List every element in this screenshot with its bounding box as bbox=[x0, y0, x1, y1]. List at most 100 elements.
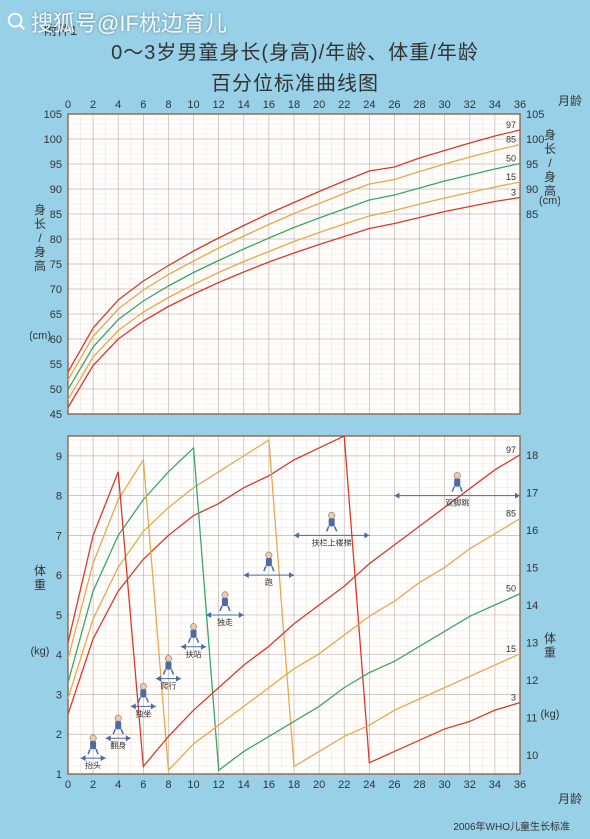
svg-text:17: 17 bbox=[526, 487, 538, 499]
svg-text:26: 26 bbox=[388, 779, 400, 791]
svg-text:90: 90 bbox=[526, 184, 538, 196]
chart-title: 0～3岁男童身长(身高)/年龄、体重/年龄 百分位标准曲线图 bbox=[0, 36, 590, 96]
svg-text:95: 95 bbox=[526, 159, 538, 171]
x-axis-label-bottom: 月龄 bbox=[558, 790, 582, 807]
svg-text:扶站: 扶站 bbox=[186, 649, 202, 659]
svg-text:26: 26 bbox=[388, 99, 400, 111]
svg-text:体重: 体重 bbox=[544, 632, 556, 660]
svg-text:4: 4 bbox=[115, 779, 121, 791]
svg-text:4: 4 bbox=[115, 99, 121, 111]
svg-text:10: 10 bbox=[187, 99, 199, 111]
svg-text:6: 6 bbox=[56, 570, 62, 582]
svg-text:18: 18 bbox=[288, 779, 300, 791]
svg-text:16: 16 bbox=[526, 525, 538, 537]
svg-text:24: 24 bbox=[363, 779, 375, 791]
svg-text:10: 10 bbox=[187, 779, 199, 791]
svg-text:36: 36 bbox=[514, 779, 526, 791]
svg-text:12: 12 bbox=[526, 675, 538, 687]
svg-text:24: 24 bbox=[363, 99, 375, 111]
svg-text:32: 32 bbox=[464, 99, 476, 111]
svg-text:独坐: 独坐 bbox=[135, 708, 151, 718]
svg-text:3: 3 bbox=[511, 693, 516, 703]
svg-text:105: 105 bbox=[44, 109, 62, 121]
svg-text:(cm): (cm) bbox=[30, 330, 51, 342]
svg-text:97: 97 bbox=[506, 120, 516, 130]
svg-text:90: 90 bbox=[50, 184, 62, 196]
svg-text:(cm): (cm) bbox=[539, 195, 560, 207]
svg-text:15: 15 bbox=[506, 172, 516, 182]
svg-text:8: 8 bbox=[165, 99, 171, 111]
growth-chart: 0022446688101012121414161618182020222224… bbox=[30, 92, 560, 812]
svg-text:18: 18 bbox=[526, 450, 538, 462]
svg-text:28: 28 bbox=[413, 779, 425, 791]
svg-text:65: 65 bbox=[50, 309, 62, 321]
svg-text:34: 34 bbox=[489, 779, 501, 791]
svg-text:抬头: 抬头 bbox=[85, 760, 101, 770]
svg-text:7: 7 bbox=[56, 530, 62, 542]
svg-text:55: 55 bbox=[50, 359, 62, 371]
svg-text:13: 13 bbox=[526, 638, 538, 650]
svg-text:85: 85 bbox=[506, 509, 516, 519]
svg-text:14: 14 bbox=[526, 600, 538, 612]
svg-text:扶栏上楼梯: 扶栏上楼梯 bbox=[312, 537, 352, 547]
svg-text:10: 10 bbox=[526, 750, 538, 762]
svg-text:1: 1 bbox=[56, 769, 62, 781]
svg-text:85: 85 bbox=[526, 209, 538, 221]
title-line-1: 0～3岁男童身长(身高)/年龄、体重/年龄 bbox=[0, 36, 590, 65]
svg-text:0: 0 bbox=[65, 779, 71, 791]
svg-text:12: 12 bbox=[213, 99, 225, 111]
watermark-text: 搜狐号@IF枕边育儿 bbox=[31, 6, 227, 38]
svg-text:50: 50 bbox=[506, 154, 516, 164]
svg-text:28: 28 bbox=[413, 99, 425, 111]
svg-text:34: 34 bbox=[489, 99, 501, 111]
svg-text:16: 16 bbox=[263, 779, 275, 791]
search-icon bbox=[6, 11, 28, 33]
svg-text:95: 95 bbox=[50, 159, 62, 171]
svg-text:32: 32 bbox=[464, 779, 476, 791]
svg-text:跑: 跑 bbox=[265, 578, 273, 587]
svg-text:独走: 独走 bbox=[217, 617, 233, 627]
svg-text:身长/身高: 身长/身高 bbox=[34, 202, 46, 273]
svg-text:36: 36 bbox=[514, 99, 526, 111]
svg-text:翻身: 翻身 bbox=[110, 740, 126, 750]
svg-text:22: 22 bbox=[338, 779, 350, 791]
svg-text:身长/身高: 身长/身高 bbox=[544, 127, 556, 198]
svg-text:85: 85 bbox=[506, 135, 516, 145]
svg-text:6: 6 bbox=[140, 99, 146, 111]
svg-text:14: 14 bbox=[238, 779, 250, 791]
svg-text:3: 3 bbox=[511, 188, 516, 198]
svg-text:双脚跳: 双脚跳 bbox=[445, 498, 469, 508]
svg-text:0: 0 bbox=[65, 99, 71, 111]
x-axis-label-top: 月龄 bbox=[558, 92, 582, 109]
svg-text:(kg): (kg) bbox=[541, 709, 560, 721]
svg-text:22: 22 bbox=[338, 99, 350, 111]
svg-text:60: 60 bbox=[50, 334, 62, 346]
svg-text:11: 11 bbox=[526, 713, 537, 725]
watermark: 搜狐号@IF枕边育儿 bbox=[6, 6, 227, 38]
svg-text:75: 75 bbox=[50, 259, 62, 271]
svg-text:6: 6 bbox=[140, 779, 146, 791]
svg-text:30: 30 bbox=[439, 779, 451, 791]
svg-text:80: 80 bbox=[50, 234, 62, 246]
svg-text:爬行: 爬行 bbox=[160, 681, 176, 691]
svg-text:50: 50 bbox=[50, 384, 62, 396]
svg-text:105: 105 bbox=[526, 109, 544, 121]
svg-text:3: 3 bbox=[56, 689, 62, 701]
footer-source: 2006年WHO儿童生长标准 bbox=[453, 818, 570, 833]
svg-text:2: 2 bbox=[90, 779, 96, 791]
svg-text:30: 30 bbox=[439, 99, 451, 111]
svg-text:100: 100 bbox=[44, 134, 62, 146]
svg-text:70: 70 bbox=[50, 284, 62, 296]
svg-text:体重: 体重 bbox=[34, 564, 46, 592]
svg-text:2: 2 bbox=[90, 99, 96, 111]
svg-text:2: 2 bbox=[56, 729, 62, 741]
svg-text:85: 85 bbox=[50, 209, 62, 221]
svg-text:15: 15 bbox=[506, 644, 516, 654]
svg-text:4: 4 bbox=[56, 650, 62, 662]
svg-text:18: 18 bbox=[288, 99, 300, 111]
svg-text:50: 50 bbox=[506, 584, 516, 594]
svg-text:12: 12 bbox=[213, 779, 225, 791]
svg-text:16: 16 bbox=[263, 99, 275, 111]
chart-svg: 0022446688101012121414161618182020222224… bbox=[30, 92, 560, 812]
svg-text:(kg): (kg) bbox=[31, 646, 50, 658]
